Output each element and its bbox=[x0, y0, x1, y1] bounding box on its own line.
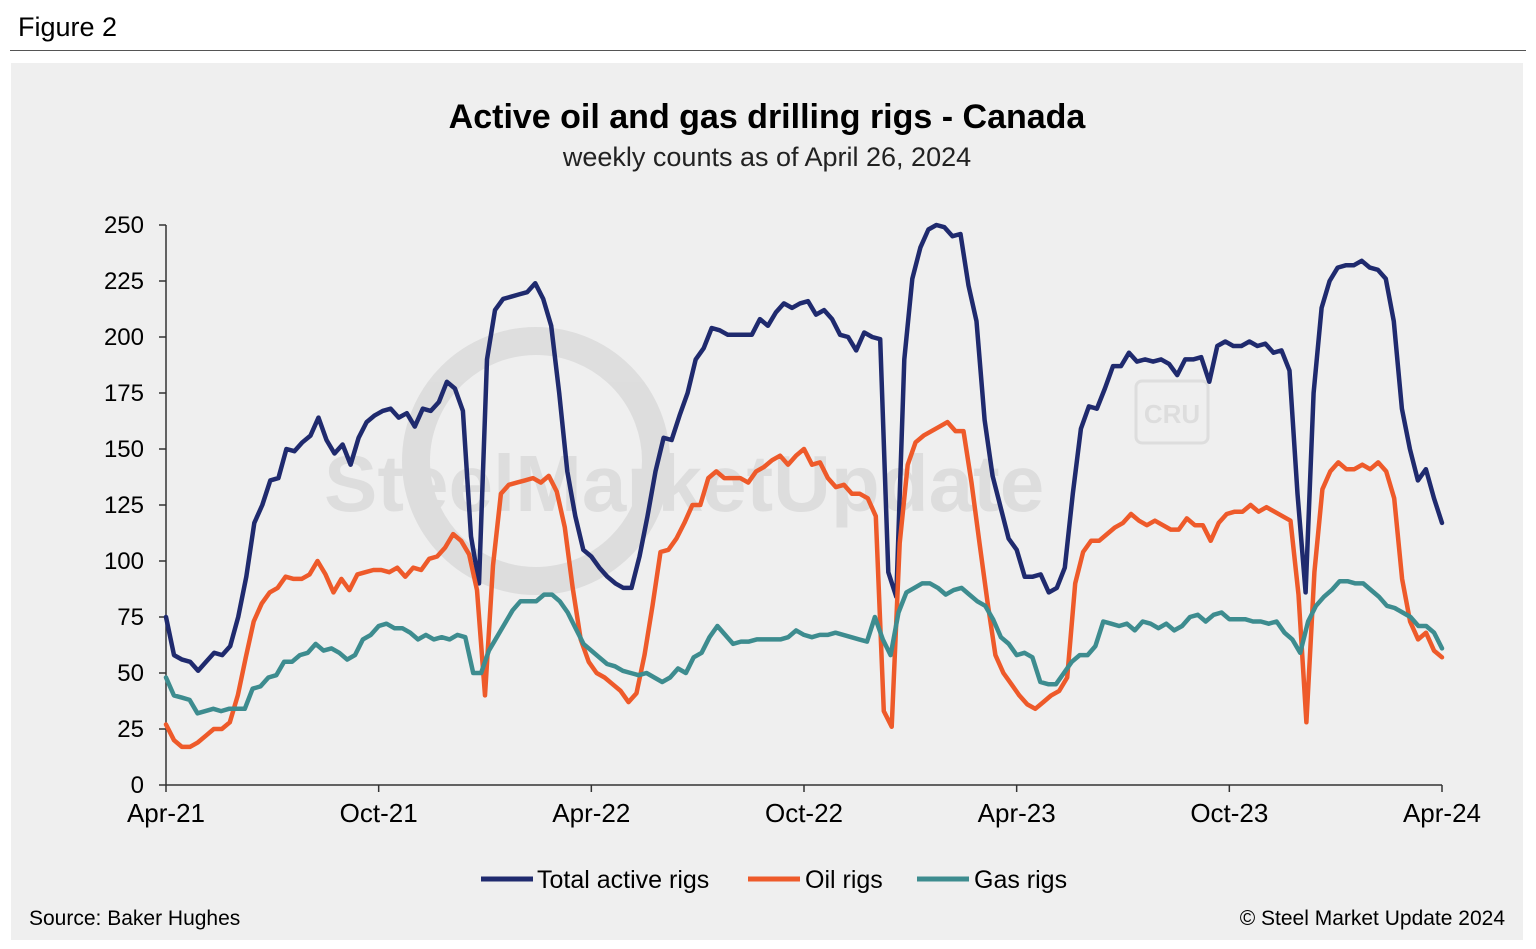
figure-label: Figure 2 bbox=[18, 12, 118, 42]
y-tick-label: 50 bbox=[117, 660, 144, 687]
source-note: Source: Baker Hughes bbox=[29, 907, 240, 930]
copyright-note: © Steel Market Update 2024 bbox=[1240, 907, 1506, 930]
y-tick-label: 225 bbox=[104, 268, 144, 295]
watermark-badge bbox=[1134, 379, 1210, 445]
y-tick-label: 100 bbox=[104, 548, 144, 575]
x-tick-label: Oct-21 bbox=[340, 798, 418, 828]
series-line-gas-rigs bbox=[163, 578, 1445, 716]
figure-divider bbox=[10, 50, 1526, 51]
x-tick-label: Apr-24 bbox=[1403, 798, 1481, 828]
x-tick-label: Oct-22 bbox=[765, 798, 843, 828]
chart-title: Active oil and gas drilling rigs - Canad… bbox=[449, 98, 1087, 136]
y-tick-label: 175 bbox=[104, 380, 144, 407]
chart-panel: SteelMarketUpdate CRU Active oil and gas… bbox=[11, 63, 1523, 940]
y-axis: 0 25 50 75 100 125 150 175 200 225 250 bbox=[104, 212, 167, 799]
legend-label-oil-rigs: Oil rigs bbox=[805, 866, 883, 894]
watermark-badge-text: CRU bbox=[1144, 399, 1200, 429]
x-tick-label: Apr-23 bbox=[978, 798, 1056, 828]
series-layer bbox=[163, 222, 1445, 750]
y-tick-label: 150 bbox=[104, 436, 144, 463]
series-line-total-active-rigs bbox=[163, 222, 1445, 674]
y-tick-label: 125 bbox=[104, 492, 144, 519]
x-tick-label: Apr-22 bbox=[552, 798, 630, 828]
legend-label-total-active-rigs: Total active rigs bbox=[537, 866, 709, 894]
watermark: SteelMarketUpdate CRU bbox=[324, 327, 1210, 595]
x-axis: Apr-21 Oct-21 Apr-22 Oct-22 Apr-23 Oct-23 Apr-… bbox=[127, 784, 1481, 828]
legend-label-gas-rigs: Gas rigs bbox=[974, 866, 1067, 894]
y-tick-label: 250 bbox=[104, 212, 144, 239]
y-tick-label: 25 bbox=[117, 716, 144, 743]
x-tick-label: Apr-21 bbox=[127, 798, 205, 828]
line-chart: SteelMarketUpdate CRU Active oil and gas… bbox=[29, 98, 1506, 930]
y-tick-label: 0 bbox=[131, 772, 144, 799]
y-tick-label: 75 bbox=[117, 604, 144, 631]
series-line-oil-rigs bbox=[163, 419, 1445, 750]
legend: Total active rigs Oil rigs Gas rigs bbox=[481, 866, 1067, 894]
watermark-text: SteelMarketUpdate bbox=[324, 439, 1044, 528]
y-tick-label: 200 bbox=[104, 324, 144, 351]
x-tick-label: Oct-23 bbox=[1190, 798, 1268, 828]
chart-subtitle: weekly counts as of April 26, 2024 bbox=[562, 142, 971, 172]
